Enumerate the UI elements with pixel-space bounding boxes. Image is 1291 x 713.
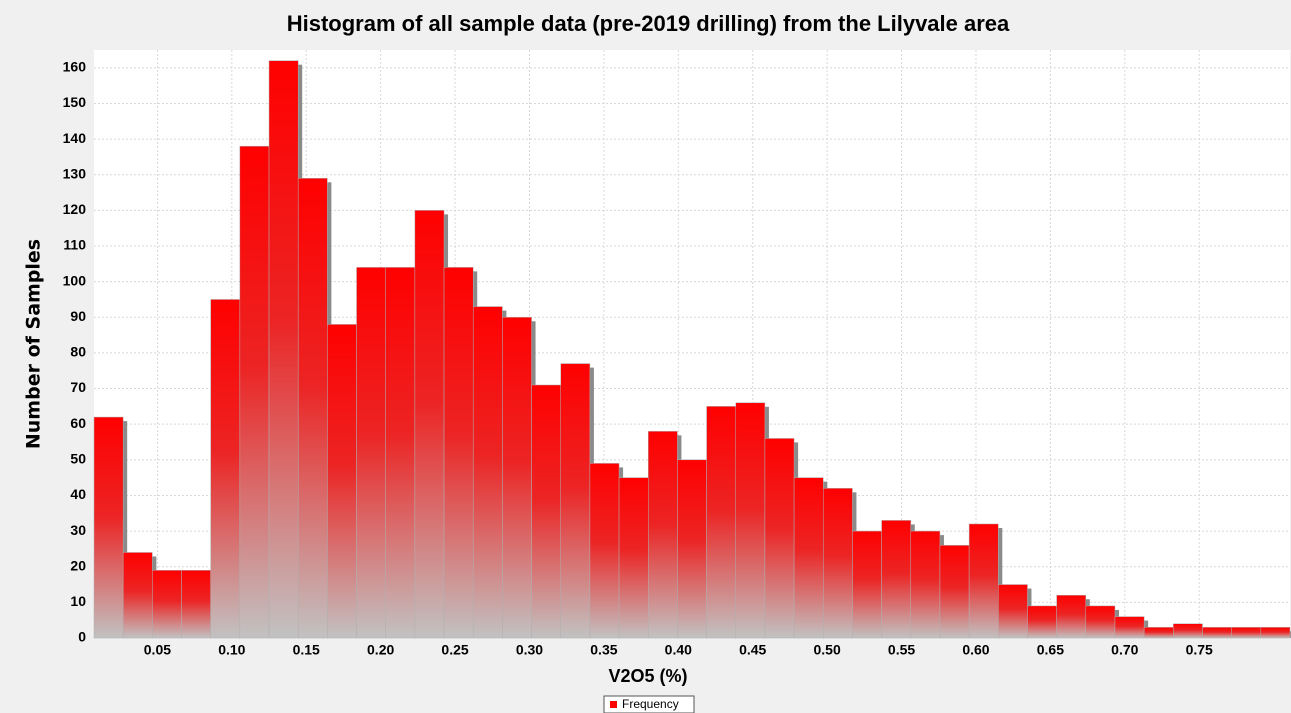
bar bbox=[1114, 616, 1145, 639]
bar bbox=[618, 477, 649, 639]
bar bbox=[531, 384, 561, 639]
y-tick-label: 50 bbox=[70, 451, 86, 467]
x-tick-label: 0.25 bbox=[441, 642, 468, 658]
y-axis-label: Number of Samples bbox=[23, 239, 45, 449]
x-tick-label: 0.70 bbox=[1111, 642, 1138, 658]
x-tick-label: 0.05 bbox=[144, 642, 171, 658]
y-tick-label: 60 bbox=[70, 415, 86, 431]
bar bbox=[706, 406, 737, 639]
bar bbox=[181, 570, 211, 639]
bar bbox=[560, 363, 591, 639]
bar bbox=[122, 552, 153, 639]
bar bbox=[93, 416, 124, 639]
bar bbox=[998, 584, 1028, 639]
bar bbox=[1085, 605, 1116, 639]
y-tick-label: 90 bbox=[70, 308, 86, 324]
x-axis-label: V2O5 (%) bbox=[608, 666, 687, 686]
y-tick-label: 0 bbox=[78, 629, 86, 645]
bar bbox=[1202, 627, 1232, 639]
y-tick-label: 80 bbox=[70, 344, 86, 360]
bar bbox=[268, 60, 299, 639]
bar bbox=[735, 402, 766, 639]
bar bbox=[823, 488, 853, 639]
y-tick-label: 10 bbox=[70, 593, 86, 609]
y-tick-label: 120 bbox=[63, 201, 87, 217]
bar bbox=[881, 520, 912, 639]
y-tick-label: 160 bbox=[63, 59, 87, 75]
bar bbox=[443, 267, 474, 639]
bar bbox=[910, 530, 941, 639]
bar bbox=[1173, 623, 1203, 639]
bar bbox=[793, 477, 824, 639]
x-tick-label: 0.60 bbox=[962, 642, 989, 658]
bar bbox=[1143, 627, 1174, 639]
y-tick-label: 110 bbox=[63, 237, 86, 253]
bar bbox=[764, 438, 795, 639]
x-tick-label: 0.65 bbox=[1037, 642, 1064, 658]
bar bbox=[1260, 627, 1291, 639]
bar bbox=[1027, 605, 1057, 639]
bar bbox=[239, 145, 270, 639]
bar bbox=[327, 324, 357, 639]
bar bbox=[210, 299, 241, 639]
bar bbox=[414, 210, 445, 639]
y-tick-label: 150 bbox=[63, 94, 87, 110]
y-tick-label: 130 bbox=[63, 165, 87, 181]
bar bbox=[647, 431, 678, 639]
bar bbox=[589, 463, 620, 639]
chart-title: Histogram of all sample data (pre-2019 d… bbox=[287, 11, 1010, 36]
x-tick-label: 0.30 bbox=[516, 642, 543, 658]
x-tick-label: 0.40 bbox=[665, 642, 692, 658]
bar bbox=[472, 306, 503, 639]
bar bbox=[297, 178, 328, 639]
y-tick-label: 40 bbox=[70, 486, 86, 502]
bar bbox=[852, 530, 882, 639]
y-tick-label: 30 bbox=[70, 522, 86, 538]
bar bbox=[968, 523, 999, 639]
legend-swatch bbox=[610, 701, 617, 708]
y-tick-label: 140 bbox=[63, 130, 87, 146]
bar bbox=[356, 267, 386, 639]
y-tick-label: 20 bbox=[70, 557, 86, 573]
legend-label: Frequency bbox=[622, 697, 679, 711]
bar bbox=[502, 317, 532, 639]
x-tick-label: 0.10 bbox=[218, 642, 245, 658]
x-tick-label: 0.55 bbox=[888, 642, 915, 658]
bar bbox=[1056, 594, 1087, 639]
y-tick-label: 70 bbox=[70, 379, 86, 395]
y-tick-label: 100 bbox=[63, 272, 87, 288]
x-tick-label: 0.75 bbox=[1186, 642, 1213, 658]
bar bbox=[939, 545, 970, 639]
x-tick-label: 0.35 bbox=[590, 642, 617, 658]
x-tick-label: 0.15 bbox=[293, 642, 320, 658]
bar bbox=[1231, 627, 1262, 639]
legend-box bbox=[603, 695, 695, 713]
x-tick-label: 0.20 bbox=[367, 642, 394, 658]
x-tick-label: 0.45 bbox=[739, 642, 766, 658]
bar bbox=[677, 459, 707, 639]
bar bbox=[152, 570, 182, 639]
x-tick-label: 0.50 bbox=[814, 642, 841, 658]
bar bbox=[385, 267, 416, 639]
